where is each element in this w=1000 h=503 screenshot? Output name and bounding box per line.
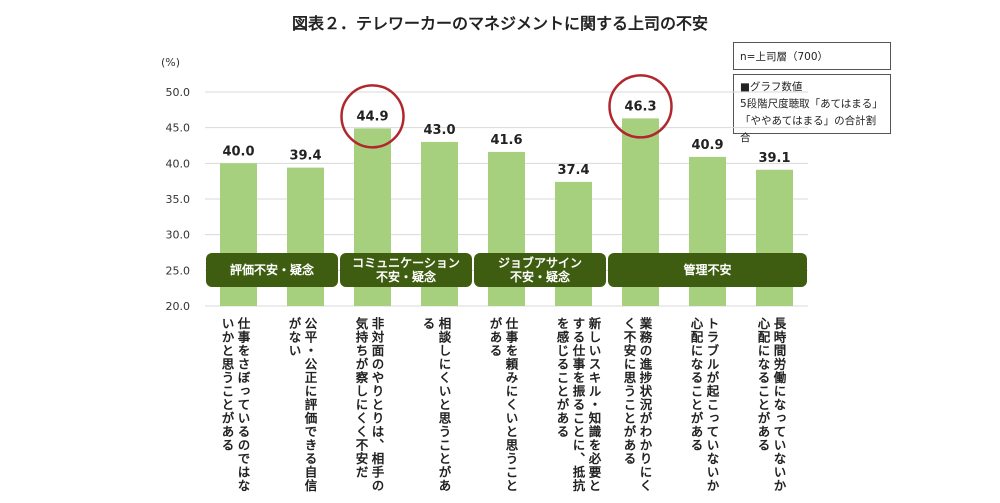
y-tick-label: 50.0 — [166, 86, 191, 99]
note-line-3: 「ややあてはまる」の合計割合 — [740, 115, 877, 144]
category-label: 業務の進捗状況がわかりにくく不安に思うことがある — [621, 317, 653, 493]
group-band: 評価不安・疑念 — [206, 253, 338, 287]
bar — [555, 181, 592, 306]
note-box: ■グラフ数値 5段階尺度聴取「あてはまる」 「ややあてはまる」の合計割合 — [733, 74, 891, 144]
data-label: 39.4 — [289, 149, 321, 164]
y-tick-label: 40.0 — [166, 157, 191, 170]
category-label: 公平・公正に評価できる自信がない — [286, 317, 318, 493]
category-label: 相談しにくいと思うことがある — [420, 317, 452, 493]
category-label: 仕事を頼みにくいと思うことがある — [487, 317, 519, 493]
data-label: 40.9 — [691, 138, 723, 153]
highlight-circle — [340, 84, 405, 149]
group-band: コミュニケーション 不安・疑念 — [340, 253, 472, 287]
y-tick-label: 20.0 — [166, 300, 191, 313]
data-label: 40.0 — [222, 144, 254, 159]
y-tick-label: 25.0 — [166, 264, 191, 277]
y-tick-label: 30.0 — [166, 229, 191, 242]
note-line-1: ■グラフ数値 — [740, 81, 803, 93]
group-band: ジョブアサイン 不安・疑念 — [474, 253, 606, 287]
y-tick-label: 35.0 — [166, 193, 191, 206]
data-label: 39.1 — [758, 151, 790, 166]
y-tick-label: 45.0 — [166, 122, 191, 135]
y-axis-label: (%) — [161, 56, 181, 69]
data-label: 37.4 — [557, 163, 589, 178]
sample-size-text: n=上司層（700） — [740, 51, 828, 63]
chart-title: 図表２．テレワーカーのマネジメントに関する上司の不安 — [291, 14, 708, 33]
sample-size-box: n=上司層（700） — [733, 42, 891, 70]
category-label: 仕事をさぼっているのではないかと思うことがある — [219, 317, 251, 493]
category-label: 長時間労働になっていないか心配になることがある — [755, 317, 787, 493]
category-label: 非対面のやりとりは、相手の気持ちが察しにくく不安だ — [353, 317, 385, 493]
highlight-circle — [608, 74, 673, 139]
category-label: 新しいスキル・知識を必要とする仕事を振ることに、抵抗を感じることがある — [554, 317, 602, 493]
data-label: 44.9 — [356, 109, 388, 124]
data-label: 41.6 — [490, 133, 522, 148]
note-line-2: 5段階尺度聴取「あてはまる」 — [740, 98, 883, 110]
category-label: トラブルが起こっていないか心配になることがある — [688, 317, 720, 493]
data-label: 46.3 — [624, 99, 656, 114]
group-band: 管理不安 — [608, 253, 807, 287]
data-label: 43.0 — [423, 123, 455, 138]
